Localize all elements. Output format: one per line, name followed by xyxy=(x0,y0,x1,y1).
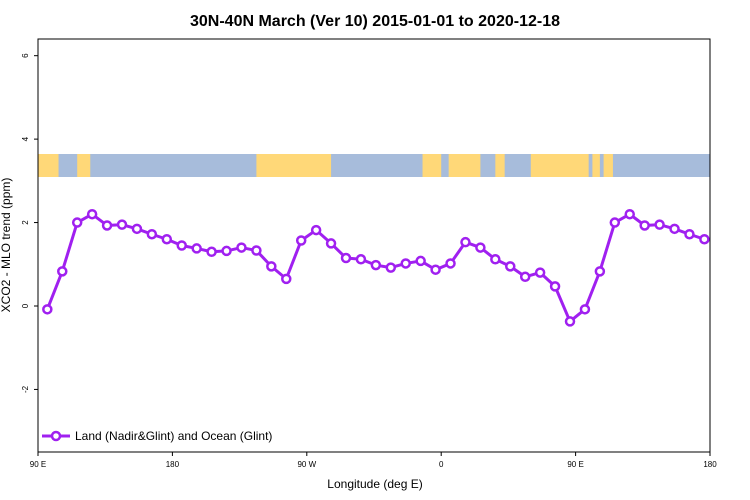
y-tick-label: 0 xyxy=(21,303,30,308)
y-axis-label: XCO2 - MLO trend (ppm) xyxy=(0,178,13,313)
data-point xyxy=(430,264,441,275)
data-point xyxy=(579,304,591,315)
data-point xyxy=(146,228,158,240)
y-tick-label: -2 xyxy=(21,385,30,393)
data-point xyxy=(415,255,426,267)
data-point xyxy=(116,219,128,230)
y-axis: -2 0 2 4 6 xyxy=(21,53,38,393)
x-tick-label: 90 E xyxy=(567,460,583,469)
data-point xyxy=(594,266,606,277)
data-point xyxy=(191,243,202,254)
data-point xyxy=(639,220,650,231)
data-point xyxy=(549,281,561,292)
data-point xyxy=(266,261,277,272)
data-point xyxy=(176,240,187,251)
data-point xyxy=(295,235,307,246)
data-point xyxy=(206,246,217,258)
y-tick-label: 6 xyxy=(21,53,30,58)
series-line xyxy=(42,208,710,327)
y-tick-label: 4 xyxy=(21,136,30,141)
data-point xyxy=(251,245,262,256)
land-segment xyxy=(256,154,332,177)
legend-marker xyxy=(50,430,62,442)
data-point xyxy=(564,316,576,327)
data-point xyxy=(221,245,232,257)
land-segment xyxy=(77,154,91,177)
data-point xyxy=(101,220,113,231)
data-point xyxy=(609,217,621,228)
data-point xyxy=(310,224,322,236)
x-axis-label: Longitude (deg E) xyxy=(327,477,422,491)
data-point xyxy=(400,258,411,269)
data-point xyxy=(236,242,247,253)
data-point xyxy=(71,217,83,228)
data-point xyxy=(475,242,486,253)
x-tick-label: 90 E xyxy=(30,460,46,469)
data-point xyxy=(131,223,143,235)
x-tick-label: 180 xyxy=(703,460,717,469)
data-point xyxy=(669,223,680,235)
map-strip xyxy=(38,154,710,177)
x-tick-label: 0 xyxy=(439,460,444,469)
x-tick-label: 90 W xyxy=(297,460,316,469)
data-point xyxy=(325,238,337,249)
data-point xyxy=(42,304,53,315)
data-point xyxy=(505,261,516,272)
x-axis: 90 E 180 90 W 0 90 E 180 xyxy=(30,452,717,469)
land-segment xyxy=(495,154,505,177)
data-point xyxy=(445,258,456,269)
data-point xyxy=(490,254,501,265)
data-point xyxy=(684,228,695,240)
land-segment xyxy=(448,154,481,177)
land-segment xyxy=(38,154,59,177)
data-point xyxy=(370,259,382,271)
legend: Land (Nadir&Glint) and Ocean (Glint) xyxy=(42,429,272,443)
data-point xyxy=(460,236,471,248)
data-point xyxy=(385,262,397,273)
data-point xyxy=(654,219,665,230)
data-point xyxy=(57,266,68,277)
data-point xyxy=(355,254,367,265)
chart-title: 30N-40N March (Ver 10) 2015-01-01 to 202… xyxy=(190,13,560,30)
plot-frame xyxy=(37,38,711,453)
legend-label: Land (Nadir&Glint) and Ocean (Glint) xyxy=(75,429,272,443)
data-point xyxy=(624,208,635,220)
data-point xyxy=(86,208,98,220)
data-point xyxy=(699,233,710,245)
data-point xyxy=(340,252,352,264)
data-point xyxy=(519,271,531,283)
land-segment xyxy=(603,154,613,177)
land-segment xyxy=(422,154,442,177)
land-segment xyxy=(530,154,589,177)
data-point xyxy=(534,267,546,278)
land-segment xyxy=(592,154,600,177)
data-point xyxy=(281,273,292,285)
x-tick-label: 180 xyxy=(166,460,180,469)
y-tick-label: 2 xyxy=(21,220,30,225)
data-point xyxy=(161,233,173,245)
